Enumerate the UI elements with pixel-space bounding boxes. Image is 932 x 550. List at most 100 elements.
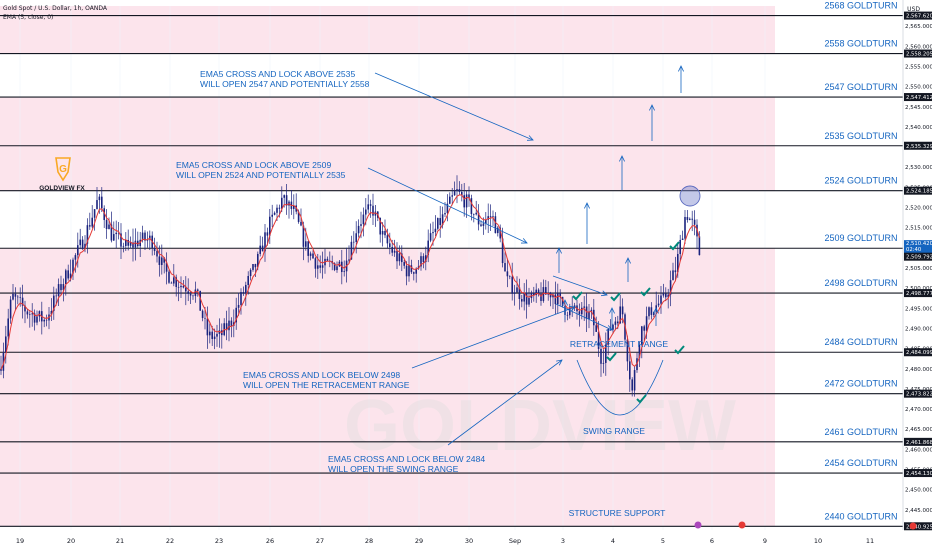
candle-body bbox=[175, 277, 177, 287]
arrow-head bbox=[556, 359, 563, 366]
currency-label[interactable]: USD bbox=[907, 6, 920, 13]
candle-body bbox=[360, 224, 362, 226]
candle-body bbox=[24, 305, 26, 312]
level-label: 2498 GOLDTURN bbox=[824, 278, 897, 288]
candle-body bbox=[413, 272, 415, 274]
candle-body bbox=[300, 221, 302, 226]
candle-body bbox=[50, 310, 53, 315]
candle-body bbox=[228, 320, 230, 331]
candle-body bbox=[545, 287, 547, 295]
ema-price-text: 2,509.792 bbox=[906, 255, 932, 261]
candle-body bbox=[516, 287, 518, 293]
candle-body bbox=[206, 318, 209, 336]
y-tick-label: 2,560.000 bbox=[905, 44, 932, 50]
x-tick-label: 29 bbox=[415, 537, 423, 545]
candle-body bbox=[650, 307, 653, 315]
candle-body bbox=[569, 307, 571, 316]
x-tick-label: 28 bbox=[365, 537, 373, 545]
arrow-line bbox=[411, 306, 576, 369]
candle-body bbox=[127, 239, 129, 246]
candle-body bbox=[600, 348, 602, 364]
x-tick-label: 23 bbox=[215, 537, 223, 545]
candle-body bbox=[285, 195, 288, 206]
y-tick-label: 2,450.000 bbox=[905, 488, 932, 494]
candle-body bbox=[552, 294, 554, 298]
candle-body bbox=[499, 227, 501, 239]
level-price-text: 2,461.868 bbox=[906, 440, 932, 446]
candle-body bbox=[153, 247, 156, 252]
candle-body bbox=[60, 284, 62, 291]
candle-body bbox=[535, 289, 537, 296]
arrow-head bbox=[520, 238, 528, 244]
arrow-head bbox=[619, 155, 625, 162]
indicator-label[interactable]: EMA (5, close, 0) bbox=[3, 14, 54, 21]
event-icon[interactable] bbox=[694, 521, 702, 529]
candle-body bbox=[122, 246, 125, 247]
candle-body bbox=[225, 323, 228, 331]
candle-body bbox=[117, 232, 120, 234]
arrow-head bbox=[678, 65, 684, 72]
level-label: 2568 GOLDTURN bbox=[824, 1, 897, 11]
candle-body bbox=[125, 239, 127, 247]
time-axis[interactable]: 19 20 21 22 23 26 27 28 29 30 Sep 3 4 5 6 9 10 11 bbox=[0, 531, 932, 550]
candle-body bbox=[240, 292, 242, 305]
candle-body bbox=[437, 218, 439, 229]
candle-body bbox=[144, 232, 146, 241]
candle-body bbox=[643, 326, 645, 331]
candle-body bbox=[492, 216, 494, 218]
candle-body bbox=[29, 314, 31, 315]
candle-body bbox=[89, 225, 91, 227]
candle-body bbox=[521, 299, 523, 302]
candle-body bbox=[585, 306, 588, 320]
y-tick-label: 2,490.000 bbox=[905, 326, 932, 332]
candle-body bbox=[21, 297, 24, 306]
candle-body bbox=[686, 216, 689, 220]
candle-body bbox=[672, 270, 674, 281]
level-price-text: 2,547.412 bbox=[906, 95, 932, 101]
candle-body bbox=[141, 232, 144, 240]
flag-icon[interactable] bbox=[738, 521, 746, 529]
candle-body bbox=[511, 276, 513, 294]
level-price-text: 2,567.620 bbox=[906, 14, 932, 20]
candle-body bbox=[319, 265, 321, 268]
level-price-tag bbox=[904, 11, 932, 20]
ema-polyline bbox=[0, 194, 700, 370]
y-tick-label: 2,520.000 bbox=[905, 206, 932, 212]
symbol-title[interactable]: Gold Spot / U.S. Dollar, 1h, OANDA bbox=[3, 5, 107, 12]
candle-body bbox=[173, 277, 175, 284]
check-icon bbox=[636, 394, 647, 404]
candle-body bbox=[645, 316, 648, 331]
candle-body bbox=[197, 289, 199, 291]
arrow-head bbox=[609, 307, 615, 314]
candle-body bbox=[425, 255, 427, 263]
candle-body bbox=[441, 214, 444, 226]
candle-body bbox=[369, 204, 372, 206]
level-price-text: 2,524.185 bbox=[906, 189, 932, 195]
candle-body bbox=[357, 225, 360, 234]
candle-body bbox=[384, 230, 386, 236]
level-price-text: 2,484.099 bbox=[906, 350, 932, 356]
x-tick-label: 5 bbox=[661, 537, 665, 545]
candle-body bbox=[26, 311, 29, 315]
candle-body bbox=[509, 276, 511, 277]
price-zones bbox=[0, 6, 775, 527]
candle-body bbox=[271, 214, 273, 217]
candle-body bbox=[55, 295, 57, 297]
candle-body bbox=[465, 194, 468, 208]
candle-body bbox=[278, 207, 281, 209]
candle-body bbox=[317, 265, 319, 269]
candle-body bbox=[458, 189, 461, 192]
candle-body bbox=[45, 319, 48, 321]
ema-price-tag bbox=[904, 252, 932, 261]
candle-body bbox=[393, 250, 396, 253]
candle-body bbox=[180, 285, 182, 288]
candle-body bbox=[597, 331, 600, 349]
candle-body bbox=[470, 198, 473, 215]
level-label: 2509 GOLDTURN bbox=[824, 233, 897, 243]
candle-body bbox=[283, 195, 285, 198]
candle-body bbox=[43, 319, 45, 322]
candle-body bbox=[187, 291, 189, 294]
price-axis[interactable]: 2,445.0002,450.0002,455.0002,460.0002,46… bbox=[902, 0, 932, 531]
flag-icon[interactable] bbox=[909, 522, 917, 530]
